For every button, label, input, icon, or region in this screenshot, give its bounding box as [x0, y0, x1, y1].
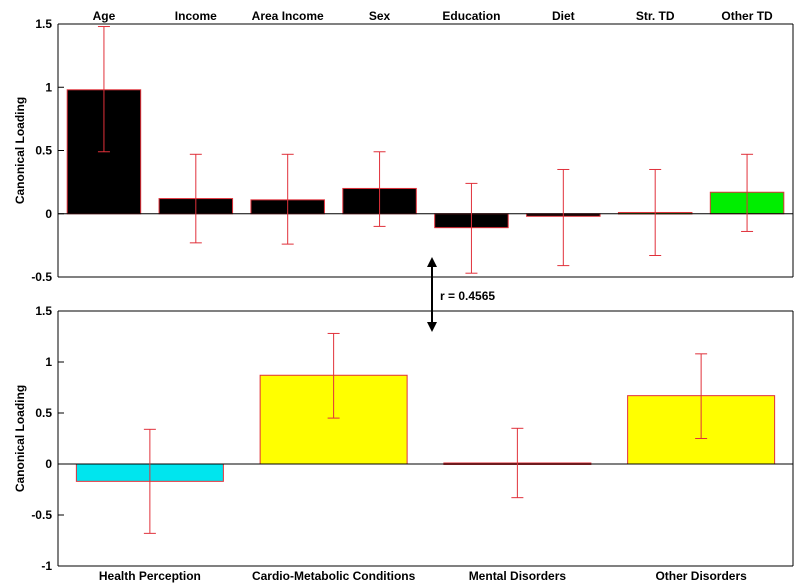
category-label: Income: [175, 9, 217, 23]
category-label: Other Disorders: [655, 569, 747, 583]
category-label: Str. TD: [636, 9, 675, 23]
y-tick-label: 0: [45, 457, 52, 471]
y-tick-label: 1.5: [35, 304, 52, 318]
y-tick-label: 0.5: [35, 406, 52, 420]
category-label: Diet: [552, 9, 575, 23]
y-tick-label: 1: [45, 80, 52, 94]
y-axis-label: Canonical Loading: [13, 97, 27, 204]
y-tick-label: -0.5: [31, 270, 52, 284]
y-tick-label: -0.5: [31, 508, 52, 522]
bottom-chart-panel: -1 -0.5 0 0.5 1 1.5 Canonical Loading Health Pe…: [13, 304, 794, 583]
y-axis-label: Canonical Loading: [13, 385, 27, 492]
top-chart-panel: -0.5 0 0.5 1 1.5 Canonical Loading Age Income Ar…: [13, 9, 794, 284]
y-tick-label: 1.5: [35, 17, 52, 31]
correlation-annotation: r = 0.4565: [427, 257, 495, 332]
category-label: Mental Disorders: [469, 569, 567, 583]
category-label: Education: [442, 9, 500, 23]
y-tick-label: 1: [45, 355, 52, 369]
category-label: Health Perception: [99, 569, 201, 583]
correlation-label: r = 0.4565: [440, 289, 495, 303]
category-label: Area Income: [252, 9, 324, 23]
y-tick-label: -1: [41, 559, 52, 573]
category-label: Sex: [369, 9, 391, 23]
y-tick-label: 0.5: [35, 144, 52, 158]
y-tick-label: 0: [45, 207, 52, 221]
category-label: Other TD: [721, 9, 773, 23]
correlation-arrow-head-up: [427, 257, 437, 267]
correlation-arrow-head-down: [427, 322, 437, 332]
category-label: Age: [93, 9, 116, 23]
category-label: Cardio-Metabolic Conditions: [252, 569, 416, 583]
